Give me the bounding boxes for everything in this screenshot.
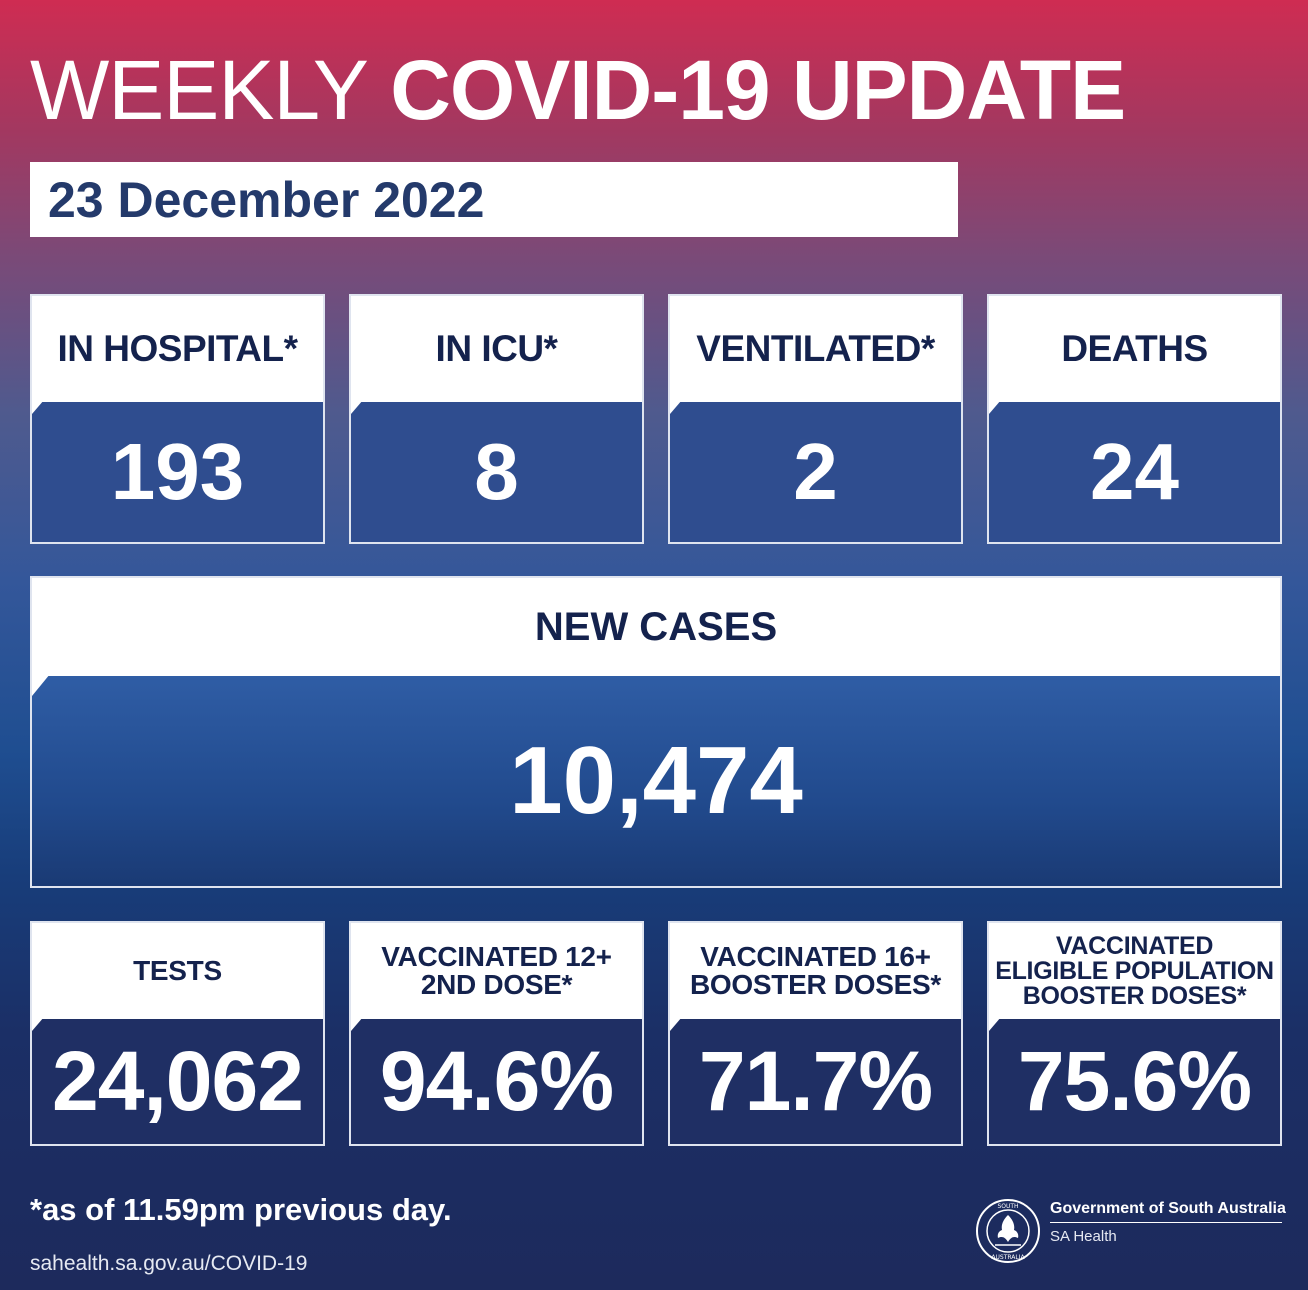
government-name: Government of South Australia — [1050, 1200, 1286, 1217]
stat-card-vaccinated-16-plus: VACCINATED 16+ BOOSTER DOSES* 71.7% — [668, 921, 963, 1146]
stat-value: 24,062 — [32, 1019, 323, 1144]
divider — [1050, 1222, 1282, 1223]
title-covid-update: COVID-19 UPDATE — [390, 43, 1126, 137]
svg-text:AUSTRALIA: AUSTRALIA — [991, 1254, 1025, 1261]
report-date: 23 December 2022 — [48, 172, 485, 228]
stat-label-line: 2ND DOSE* — [420, 969, 573, 1000]
page-title: WEEKLY COVID-19 UPDATE — [30, 48, 1126, 132]
stat-label: NEW CASES — [32, 578, 1280, 676]
stat-label-line: TESTS — [133, 955, 222, 986]
stat-value: 8 — [351, 402, 642, 542]
stat-label: VACCINATED 12+ 2ND DOSE* — [351, 923, 642, 1019]
sa-government-crest-icon: SOUTH AUSTRALIA — [976, 1199, 1040, 1263]
stat-label-line: ELIGIBLE POPULATION — [995, 956, 1274, 985]
stat-card-tests: TESTS 24,062 — [30, 921, 325, 1146]
date-banner: 23 December 2022 — [30, 162, 958, 237]
agency-name: SA Health — [1050, 1228, 1117, 1245]
stat-card-deaths: DEATHS 24 — [987, 294, 1282, 544]
stat-label: TESTS — [32, 923, 323, 1019]
stat-label: IN HOSPITAL* — [32, 296, 323, 402]
stat-label: VACCINATED ELIGIBLE POPULATION BOOSTER D… — [989, 923, 1280, 1019]
stat-label: VACCINATED 16+ BOOSTER DOSES* — [670, 923, 961, 1019]
title-weekly: WEEKLY — [30, 43, 369, 137]
stat-label-line: VACCINATED 16+ — [700, 941, 931, 972]
stat-value: 94.6% — [351, 1019, 642, 1144]
stat-label-line: VACCINATED 12+ — [381, 941, 612, 972]
stat-value: 75.6% — [989, 1019, 1280, 1144]
stat-label-line: BOOSTER DOSES* — [1022, 981, 1247, 1010]
stat-card-vaccinated-12-plus: VACCINATED 12+ 2ND DOSE* 94.6% — [349, 921, 644, 1146]
website-link[interactable]: sahealth.sa.gov.au/COVID-19 — [30, 1252, 308, 1275]
svg-text:SOUTH: SOUTH — [997, 1203, 1018, 1210]
stat-label: DEATHS — [989, 296, 1280, 402]
stat-value: 193 — [32, 402, 323, 542]
stat-card-in-icu: IN ICU* 8 — [349, 294, 644, 544]
stat-value: 24 — [989, 402, 1280, 542]
stat-card-new-cases: NEW CASES 10,474 — [30, 576, 1282, 888]
stat-label: IN ICU* — [351, 296, 642, 402]
stat-value: 71.7% — [670, 1019, 961, 1144]
stat-card-in-hospital: IN HOSPITAL* 193 — [30, 294, 325, 544]
stat-card-eligible-booster: VACCINATED ELIGIBLE POPULATION BOOSTER D… — [987, 921, 1282, 1146]
stat-value: 10,474 — [32, 676, 1280, 886]
stat-label-line: VACCINATED — [1055, 931, 1214, 960]
stat-value: 2 — [670, 402, 961, 542]
stat-label: VENTILATED* — [670, 296, 961, 402]
stat-card-ventilated: VENTILATED* 2 — [668, 294, 963, 544]
stat-label-line: BOOSTER DOSES* — [690, 969, 941, 1000]
footnote: *as of 11.59pm previous day. — [30, 1192, 452, 1227]
